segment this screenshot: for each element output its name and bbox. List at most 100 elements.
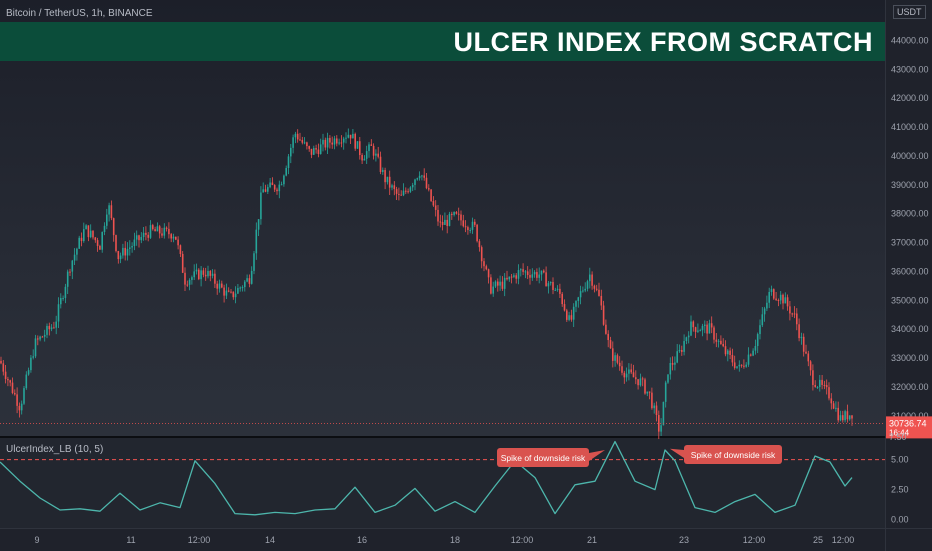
candle-body bbox=[32, 356, 34, 358]
candle-body bbox=[777, 299, 780, 301]
candle-body bbox=[462, 220, 465, 227]
candle-body bbox=[793, 313, 796, 315]
candle-body bbox=[326, 137, 329, 148]
candle-body bbox=[618, 362, 621, 367]
candle-body bbox=[724, 346, 727, 355]
candle-body bbox=[2, 363, 5, 372]
candle-body bbox=[536, 272, 538, 278]
candle-body bbox=[73, 254, 76, 261]
candle-body bbox=[30, 357, 32, 371]
candle-body bbox=[430, 189, 432, 202]
symbol-label[interactable]: Bitcoin / TetherUS, 1h, BINANCE bbox=[6, 8, 153, 19]
candle-body bbox=[78, 237, 80, 249]
candle-body bbox=[317, 149, 320, 155]
candle-body bbox=[476, 224, 478, 242]
candle-body bbox=[202, 270, 205, 275]
candle-body bbox=[708, 323, 711, 334]
candle-body bbox=[227, 290, 230, 292]
candle-body bbox=[269, 182, 271, 188]
candle-body bbox=[736, 366, 738, 368]
candle-body bbox=[117, 251, 120, 260]
candle-body bbox=[814, 384, 816, 387]
price-tick-label: 42000.00 bbox=[891, 93, 929, 103]
indicator-label[interactable]: UlcerIndex_LB (10, 5) bbox=[6, 444, 104, 455]
candle-body bbox=[310, 148, 313, 155]
candle-body bbox=[570, 315, 573, 320]
candle-body bbox=[589, 274, 591, 282]
candle-body bbox=[186, 284, 189, 286]
candle-body bbox=[27, 370, 30, 375]
candle-body bbox=[487, 269, 490, 278]
candle-body bbox=[740, 364, 743, 366]
candle-body bbox=[533, 272, 536, 275]
candle-body bbox=[145, 232, 147, 235]
candle-body bbox=[457, 213, 460, 215]
pane-separator[interactable] bbox=[0, 436, 932, 438]
candle-body bbox=[347, 134, 350, 138]
price-tick-label: 37000.00 bbox=[891, 238, 929, 248]
candle-body bbox=[641, 378, 644, 380]
candle-body bbox=[812, 370, 814, 385]
candle-body bbox=[204, 274, 207, 277]
candle-body bbox=[540, 270, 543, 275]
candle-body bbox=[485, 266, 488, 270]
candle-body bbox=[609, 340, 612, 349]
candle-body bbox=[223, 287, 225, 296]
candle-body bbox=[501, 281, 504, 289]
currency-button[interactable]: USDT bbox=[893, 5, 926, 19]
candle-body bbox=[685, 337, 688, 342]
candle-body bbox=[349, 134, 352, 139]
candle-body bbox=[437, 209, 439, 222]
candle-body bbox=[715, 339, 718, 342]
candle-body bbox=[773, 289, 775, 299]
candle-body bbox=[678, 350, 681, 352]
candle-body bbox=[131, 246, 133, 248]
candle-body bbox=[851, 415, 853, 419]
candle-body bbox=[632, 372, 635, 378]
candle-body bbox=[683, 341, 685, 352]
candle-body bbox=[563, 304, 566, 311]
candle-body bbox=[41, 336, 44, 338]
time-tick-label: 12:00 bbox=[188, 535, 211, 545]
candle-body bbox=[191, 277, 193, 280]
price-tick-label: 34000.00 bbox=[891, 324, 929, 334]
candle-body bbox=[315, 148, 317, 150]
candle-body bbox=[333, 138, 336, 145]
candle-body bbox=[531, 274, 534, 278]
candle-body bbox=[214, 273, 216, 284]
candle-body bbox=[165, 227, 168, 229]
candle-body bbox=[255, 229, 258, 254]
candle-body bbox=[572, 306, 575, 320]
candle-body bbox=[170, 234, 172, 239]
candle-body bbox=[294, 133, 297, 138]
candle-body bbox=[802, 336, 805, 352]
candle-body bbox=[359, 141, 361, 156]
candle-body bbox=[809, 361, 812, 371]
candle-body bbox=[299, 139, 301, 141]
partial-tick-label: 7.50 bbox=[889, 432, 907, 442]
candle-body bbox=[138, 235, 140, 241]
price-tick-label: 36000.00 bbox=[891, 266, 929, 276]
candle-body bbox=[50, 327, 53, 330]
candle-body bbox=[34, 338, 37, 357]
candle-body bbox=[4, 371, 7, 379]
candle-body bbox=[759, 325, 761, 335]
candle-body bbox=[591, 274, 593, 286]
candle-body bbox=[655, 405, 658, 416]
time-tick-label: 12:00 bbox=[832, 535, 855, 545]
candle-body bbox=[250, 270, 253, 284]
candle-body bbox=[639, 378, 642, 386]
candle-body bbox=[382, 170, 384, 172]
time-axis[interactable] bbox=[0, 528, 885, 551]
candle-body bbox=[23, 388, 25, 404]
candle-body bbox=[384, 170, 386, 183]
candle-body bbox=[667, 374, 669, 383]
candle-body bbox=[175, 236, 177, 240]
price-axis[interactable] bbox=[885, 0, 932, 528]
time-tick-label: 12:00 bbox=[511, 535, 534, 545]
candle-body bbox=[467, 227, 469, 231]
candle-body bbox=[515, 275, 517, 279]
candle-body bbox=[287, 156, 290, 169]
candle-body bbox=[586, 281, 589, 289]
